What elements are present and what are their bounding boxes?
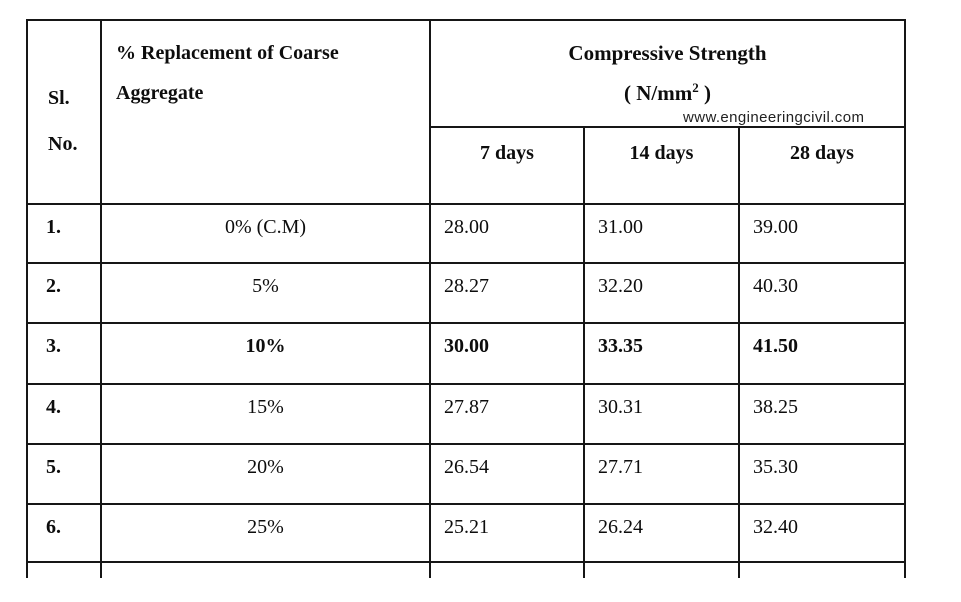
header-replacement-line1: % Replacement of Coarse [116, 42, 339, 64]
cell-sl-no: 2. [26, 262, 102, 324]
header-sl-line2: No. [48, 133, 78, 155]
table-row: 4. 15% 27.87 30.31 38.25 [26, 383, 906, 445]
cell-14-days: 33.35 [583, 322, 740, 385]
column-header-replacement: % Replacement of Coarse Aggregate [100, 19, 431, 205]
cell-replacement: 25% [100, 503, 431, 563]
column-header-14-days: 14 days [583, 126, 740, 205]
cell-14-days: 26.24 [583, 503, 740, 563]
table-row-emphasized: 3. 10% 30.00 33.35 41.50 [26, 322, 906, 385]
stub-cell [429, 561, 585, 578]
table-row: 1. 0% (C.M) 28.00 31.00 39.00 [26, 203, 906, 264]
header-replacement-line2: Aggregate [116, 82, 204, 104]
stub-cell [583, 561, 740, 578]
cell-sl-no: 4. [26, 383, 102, 445]
table-row: 6. 25% 25.21 26.24 32.40 [26, 503, 906, 563]
cell-14-days: 31.00 [583, 203, 740, 264]
cell-28-days: 40.30 [738, 262, 906, 324]
column-header-28-days: 28 days [738, 126, 906, 205]
cell-replacement: 15% [100, 383, 431, 445]
cell-28-days: 41.50 [738, 322, 906, 385]
table-row: 5. 20% 26.54 27.71 35.30 [26, 443, 906, 505]
table-row: 2. 5% 28.27 32.20 40.30 [26, 262, 906, 324]
compressive-strength-table: Sl. No. % Replacement of Coarse Aggregat… [26, 19, 906, 578]
cropped-row-stub [26, 561, 906, 578]
strength-unit: ( N/mm2 ) [624, 80, 711, 105]
header-sl-line1: Sl. [48, 87, 70, 109]
header-row-days: 7 days 14 days 28 days [27, 126, 906, 205]
watermark-url: www.engineeringcivil.com [683, 109, 865, 126]
cell-sl-no: 1. [26, 203, 102, 264]
cell-14-days: 30.31 [583, 383, 740, 445]
cell-7-days: 27.87 [429, 383, 585, 445]
column-header-sl-no: Sl. No. [26, 19, 102, 205]
cell-14-days: 32.20 [583, 262, 740, 324]
cell-7-days: 28.00 [429, 203, 585, 264]
stub-cell [26, 561, 102, 578]
column-header-compressive-strength: Compressive Strength ( N/mm2 ) [429, 19, 906, 128]
strength-title: Compressive Strength [568, 41, 767, 65]
cell-sl-no: 5. [26, 443, 102, 505]
unit-superscript: 2 [692, 80, 699, 95]
cell-28-days: 32.40 [738, 503, 906, 563]
cell-7-days: 25.21 [429, 503, 585, 563]
stub-cell [100, 561, 431, 578]
cell-sl-no: 3. [26, 322, 102, 385]
cell-28-days: 38.25 [738, 383, 906, 445]
cell-7-days: 30.00 [429, 322, 585, 385]
column-header-7-days: 7 days [429, 126, 585, 205]
cell-14-days: 27.71 [583, 443, 740, 505]
cell-7-days: 26.54 [429, 443, 585, 505]
cell-28-days: 35.30 [738, 443, 906, 505]
cell-7-days: 28.27 [429, 262, 585, 324]
cell-sl-no: 6. [26, 503, 102, 563]
cell-replacement: 10% [100, 322, 431, 385]
cell-replacement: 20% [100, 443, 431, 505]
cell-replacement: 0% (C.M) [100, 203, 431, 264]
cell-28-days: 39.00 [738, 203, 906, 264]
cell-replacement: 5% [100, 262, 431, 324]
stub-cell [738, 561, 906, 578]
header-row-main: Sl. No. % Replacement of Coarse Aggregat… [26, 19, 906, 205]
